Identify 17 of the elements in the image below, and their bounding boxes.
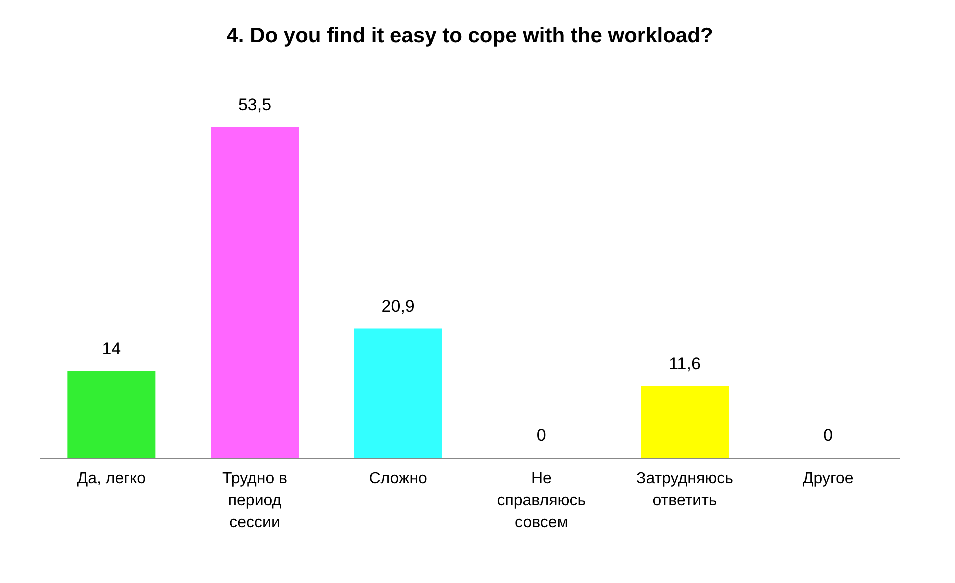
x-tick-label: Затрудняюсь ответить	[636, 470, 734, 510]
data-label: 53,5	[238, 95, 272, 114]
data-label: 20,9	[382, 296, 415, 316]
x-tick-label: Не справляюсь совсем	[497, 470, 586, 532]
x-tick-label: Сложно	[369, 470, 428, 488]
bar	[641, 386, 729, 458]
bar	[354, 328, 442, 458]
bar	[211, 127, 299, 458]
bar	[68, 371, 156, 458]
x-tick-label: Другое	[802, 470, 854, 488]
data-label: 14	[102, 339, 122, 358]
x-tick-label: Да, легко	[77, 470, 146, 488]
x-tick-label: Трудно в период сессии	[222, 470, 288, 532]
chart-title: 4. Do you find it easy to cope with the workload?	[226, 24, 714, 48]
data-label: 0	[824, 426, 834, 445]
data-label: 11,6	[669, 354, 701, 374]
data-label: 0	[536, 426, 546, 445]
